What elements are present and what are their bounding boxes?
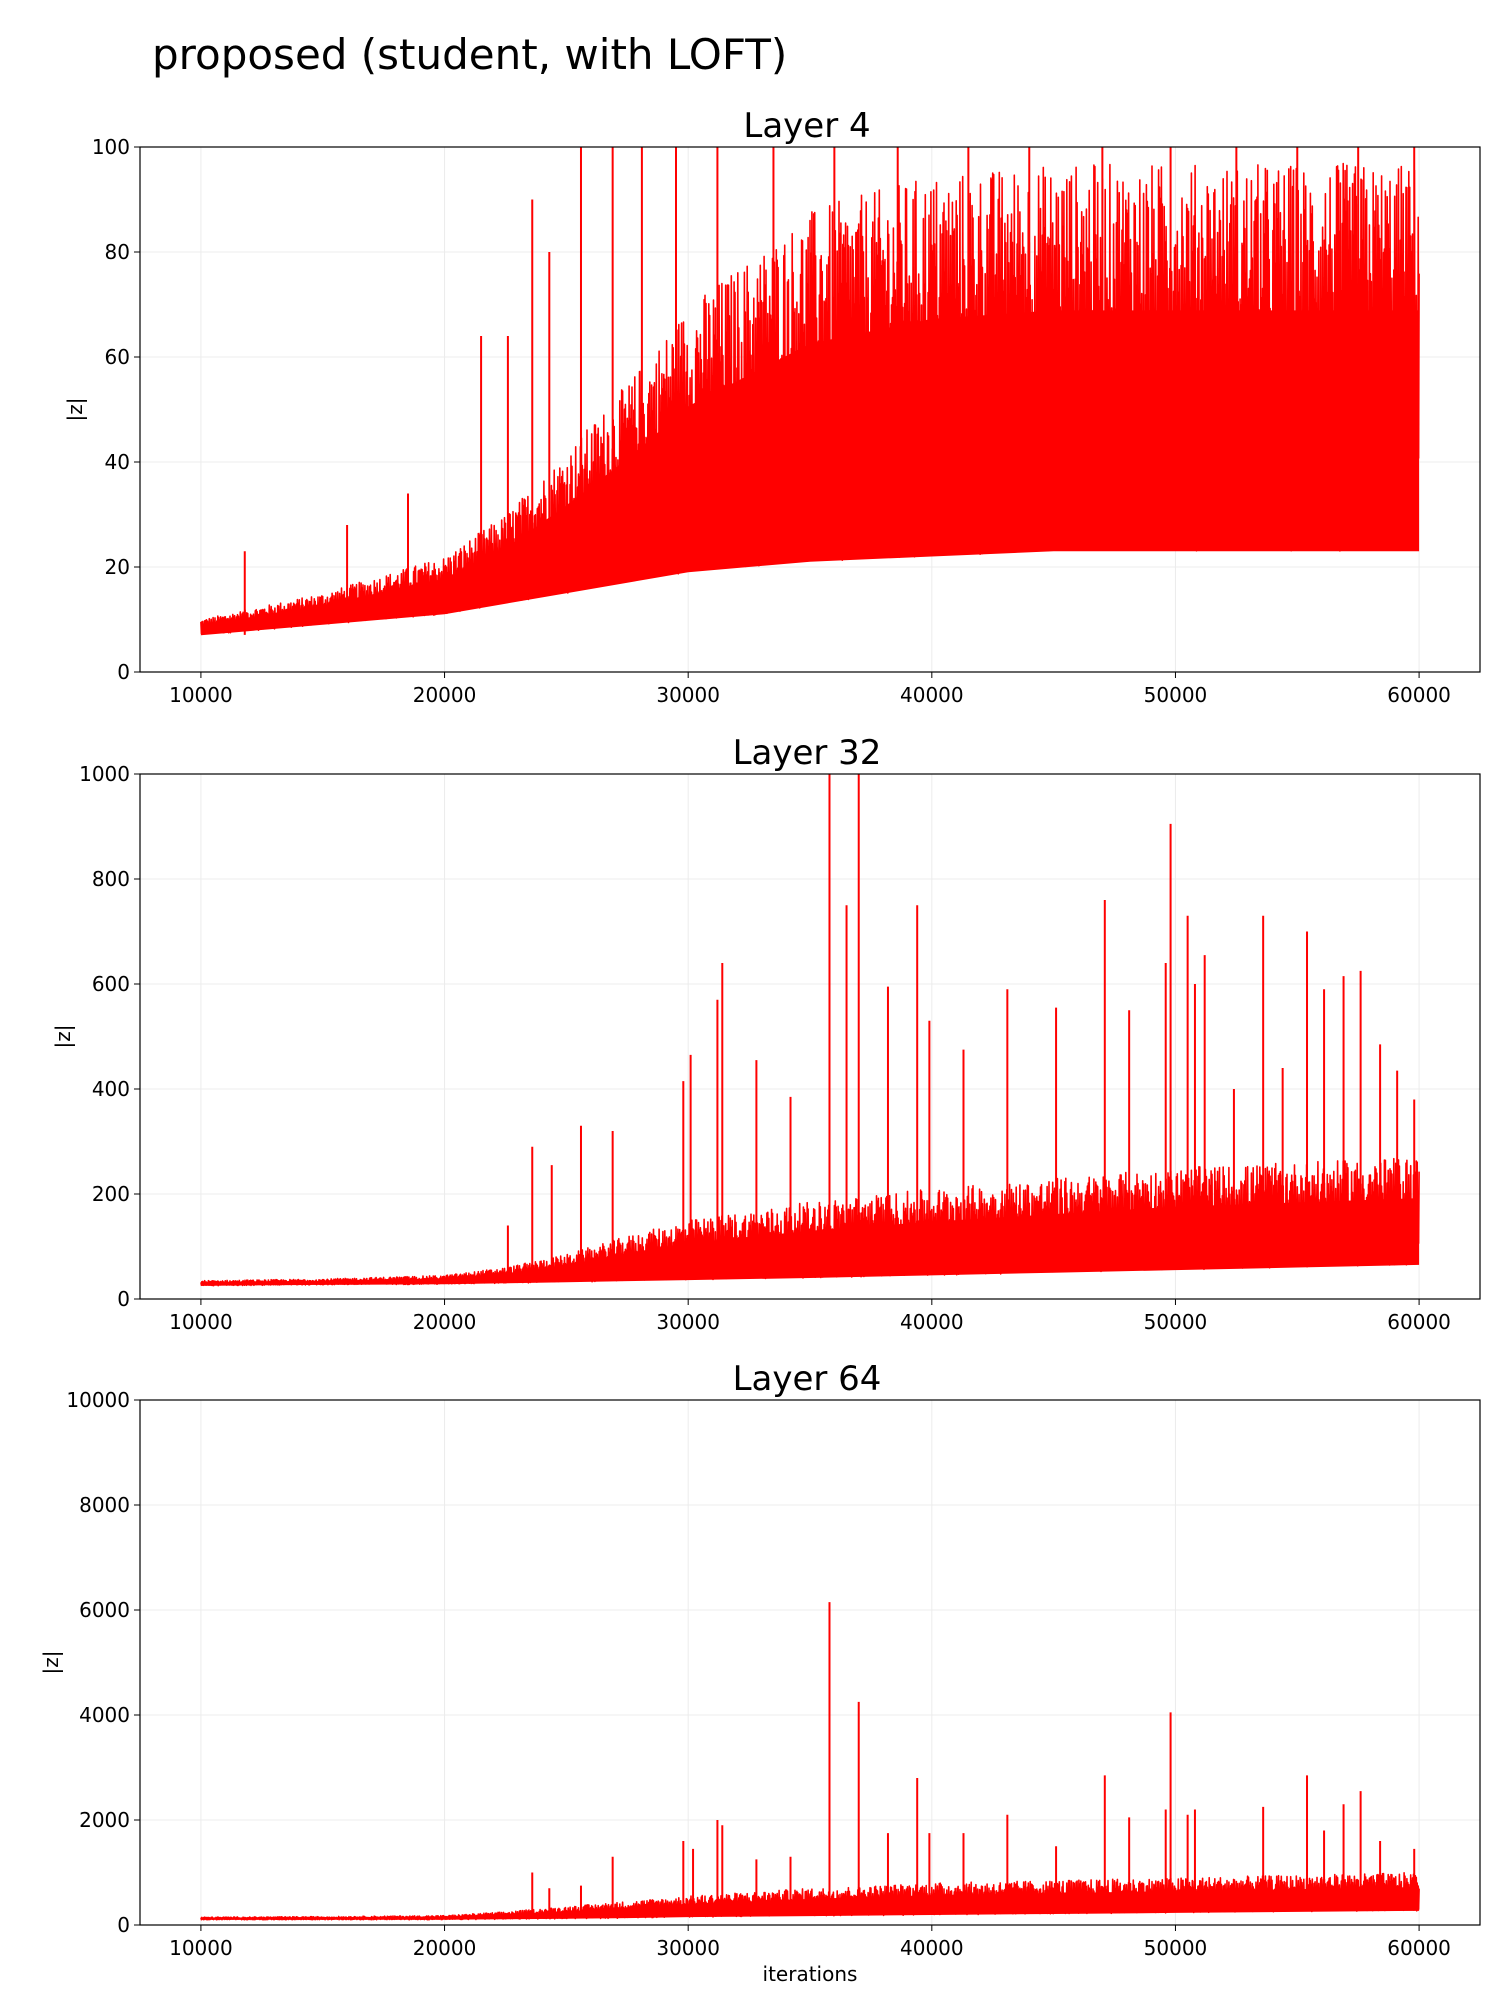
panel-layer-4: Layer 4 |z| 10000 20000 30000 40000 50000 600… <box>63 106 1481 707</box>
y-tick-label: 0 <box>117 660 130 684</box>
panel-title: Layer 32 <box>733 733 882 773</box>
y-tick-label: 400 <box>92 1077 130 1101</box>
axes-frame <box>139 1399 1481 1926</box>
y-tick-label: 200 <box>92 1182 130 1206</box>
x-tick-label: 50000 <box>1144 1310 1208 1334</box>
x-tick-label: 30000 <box>656 683 720 707</box>
y-tick-label: 6000 <box>79 1598 130 1622</box>
x-tick-label: 30000 <box>656 1310 720 1334</box>
y-tick-label: 20 <box>105 555 130 579</box>
y-tick-label: 800 <box>92 867 130 891</box>
y-axis-label: |z| <box>39 1651 63 1675</box>
y-axis-label: |z| <box>63 398 87 422</box>
panel-layer-64: Layer 64 |z| iterations 10000 20000 30000 4… <box>39 1359 1481 1986</box>
axes-frame <box>139 146 1481 673</box>
x-tick-label: 60000 <box>1387 683 1451 707</box>
x-tick-label: 40000 <box>900 1936 964 1960</box>
x-tick-label: 30000 <box>656 1936 720 1960</box>
y-tick-label: 0 <box>117 1287 130 1311</box>
x-axis-label: iterations <box>763 1962 858 1986</box>
y-tick-label: 80 <box>105 240 130 264</box>
y-tick-label: 8000 <box>79 1493 130 1517</box>
panel-title: Layer 4 <box>743 106 870 146</box>
axes-frame <box>139 773 1481 1300</box>
x-tick-label: 60000 <box>1387 1936 1451 1960</box>
series-band <box>200 1198 1420 1286</box>
y-tick-label: 60 <box>105 345 130 369</box>
figure-suptitle: proposed (student, with LOFT) <box>152 30 788 79</box>
series-band <box>200 1887 1420 1920</box>
y-axis-label: |z| <box>51 1025 75 1049</box>
panel-layer-32: Layer 32 |z| 10000 20000 30000 40000 50000 60… <box>51 733 1481 1334</box>
y-tick-label: 4000 <box>79 1703 130 1727</box>
y-tick-label: 40 <box>105 450 130 474</box>
y-tick-label: 10000 <box>66 1388 130 1412</box>
series-band <box>200 310 1420 636</box>
x-tick-label: 50000 <box>1144 683 1208 707</box>
x-tick-label: 40000 <box>900 1310 964 1334</box>
y-tick-label: 100 <box>92 135 130 159</box>
x-tick-label: 20000 <box>413 1310 477 1334</box>
x-tick-label: 10000 <box>169 1310 233 1334</box>
grid-lines <box>140 1399 1480 1926</box>
y-tick-label: 1000 <box>79 762 130 786</box>
x-tick-label: 20000 <box>413 1936 477 1960</box>
x-tick-label: 50000 <box>1144 1936 1208 1960</box>
x-tick-label: 10000 <box>169 1936 233 1960</box>
y-tick-label: 0 <box>117 1913 130 1937</box>
x-tick-label: 40000 <box>900 683 964 707</box>
y-tick-label: 600 <box>92 972 130 996</box>
x-tick-label: 60000 <box>1387 1310 1451 1334</box>
y-tick-label: 2000 <box>79 1808 130 1832</box>
panel-title: Layer 64 <box>733 1359 882 1399</box>
x-tick-label: 10000 <box>169 683 233 707</box>
x-tick-label: 20000 <box>413 683 477 707</box>
